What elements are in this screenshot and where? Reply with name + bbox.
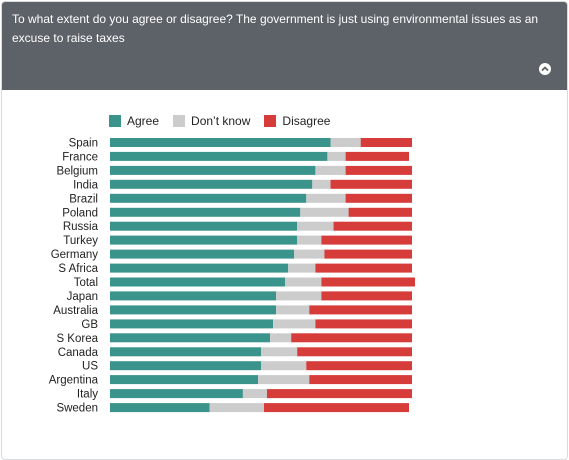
question-title: To what extent do you agree or disagree?… xyxy=(12,12,539,45)
category-label-poland: Poland xyxy=(62,207,98,219)
category-label-canada: Canada xyxy=(58,347,99,359)
bar-turkey-agree xyxy=(110,235,298,245)
bar-india-disagree xyxy=(330,179,412,189)
bar-australia-disagree xyxy=(309,305,412,315)
bar-germany-disagree xyxy=(324,249,412,259)
bar-germany-agree xyxy=(110,249,295,259)
category-label-total: Total xyxy=(74,277,98,289)
bar-brazil-agree xyxy=(110,193,307,203)
bar-argentina-disagree xyxy=(309,375,412,385)
bar-total-don-t-know xyxy=(285,277,322,287)
bar-india-agree xyxy=(110,179,313,189)
bar-us-disagree xyxy=(306,361,412,371)
bar-russia-disagree xyxy=(333,221,412,231)
chevron-up-icon[interactable] xyxy=(539,63,551,75)
bar-sweden-don-t-know xyxy=(209,403,265,413)
bar-s-korea-agree xyxy=(110,333,271,343)
bar-spain-agree xyxy=(110,138,331,147)
bar-france-don-t-know xyxy=(327,151,346,161)
bar-india-don-t-know xyxy=(312,179,331,189)
bar-s-korea-disagree xyxy=(291,333,412,343)
legend-item-dont-know: Don’t know xyxy=(173,114,250,128)
category-label-gb: GB xyxy=(81,319,98,331)
category-label-russia: Russia xyxy=(63,221,99,233)
legend-swatch-dont-know xyxy=(173,115,186,127)
bar-canada-agree xyxy=(110,347,261,357)
bar-italy-agree xyxy=(110,389,243,399)
category-label-japan: Japan xyxy=(67,291,98,303)
bar-gb-disagree xyxy=(315,319,412,329)
bar-poland-agree xyxy=(110,207,301,217)
bar-japan-agree xyxy=(110,291,277,301)
bar-spain-disagree xyxy=(360,138,412,147)
bar-us-don-t-know xyxy=(261,361,307,371)
bar-italy-disagree xyxy=(267,389,412,399)
bar-russia-agree xyxy=(110,221,298,231)
bar-belgium-agree xyxy=(110,165,316,175)
legend-item-disagree: Disagree xyxy=(264,114,330,128)
bar-argentina-agree xyxy=(110,375,258,385)
bar-s-africa-agree xyxy=(110,263,289,273)
legend-swatch-agree xyxy=(109,115,121,127)
category-label-turkey: Turkey xyxy=(63,235,98,247)
bar-italy-don-t-know xyxy=(242,389,268,399)
bar-us-agree xyxy=(110,361,261,371)
legend-label-dont-know: Don’t know xyxy=(191,114,251,128)
bar-japan-disagree xyxy=(321,291,412,301)
bar-france-disagree xyxy=(345,151,409,161)
legend-label-agree: Agree xyxy=(127,114,160,128)
bar-spain-don-t-know xyxy=(330,138,361,147)
bar-brazil-don-t-know xyxy=(306,193,346,203)
category-label-italy: Italy xyxy=(77,389,98,401)
bar-brazil-disagree xyxy=(345,193,412,203)
category-label-brazil: Brazil xyxy=(69,193,98,205)
bar-s-africa-disagree xyxy=(315,263,412,273)
bar-canada-don-t-know xyxy=(261,347,298,357)
category-label-sweden: Sweden xyxy=(56,403,98,415)
legend-item-agree: Agree xyxy=(109,114,159,128)
bar-poland-don-t-know xyxy=(300,207,349,217)
bar-poland-disagree xyxy=(348,207,412,217)
legend-label-disagree: Disagree xyxy=(282,114,331,128)
category-label-germany: Germany xyxy=(51,249,99,261)
bar-sweden-disagree xyxy=(264,403,409,413)
category-label-argentina: Argentina xyxy=(49,375,99,387)
bar-canada-disagree xyxy=(297,347,412,357)
bar-japan-don-t-know xyxy=(276,291,322,301)
category-label-belgium: Belgium xyxy=(56,165,98,177)
bar-belgium-disagree xyxy=(345,165,412,175)
bar-s-korea-don-t-know xyxy=(270,333,292,343)
bar-germany-don-t-know xyxy=(294,249,325,259)
bar-russia-don-t-know xyxy=(297,221,334,231)
chart-legend: Agree Don’t know Disagree xyxy=(109,113,344,129)
bar-total-agree xyxy=(110,277,286,287)
bar-gb-agree xyxy=(110,319,274,329)
bar-turkey-disagree xyxy=(321,235,412,245)
category-label-us: US xyxy=(82,361,98,373)
category-label-s-korea: S Korea xyxy=(56,333,98,345)
category-label-india: India xyxy=(73,179,99,191)
bar-argentina-don-t-know xyxy=(258,375,310,385)
card-header: To what extent do you agree or disagree?… xyxy=(2,2,567,90)
bar-belgium-don-t-know xyxy=(315,165,346,175)
legend-swatch-disagree xyxy=(264,115,277,127)
bar-turkey-don-t-know xyxy=(297,235,322,245)
category-label-s-africa: S Africa xyxy=(58,263,98,275)
category-label-france: France xyxy=(62,151,98,163)
category-label-australia: Australia xyxy=(53,305,98,317)
bar-sweden-agree xyxy=(110,403,210,413)
bar-gb-don-t-know xyxy=(273,319,316,329)
bar-australia-agree xyxy=(110,305,277,315)
bar-s-africa-don-t-know xyxy=(288,263,316,273)
bar-france-agree xyxy=(110,151,328,161)
category-label-spain: Spain xyxy=(69,138,98,150)
bar-total-disagree xyxy=(321,277,415,287)
bar-australia-don-t-know xyxy=(276,305,310,315)
